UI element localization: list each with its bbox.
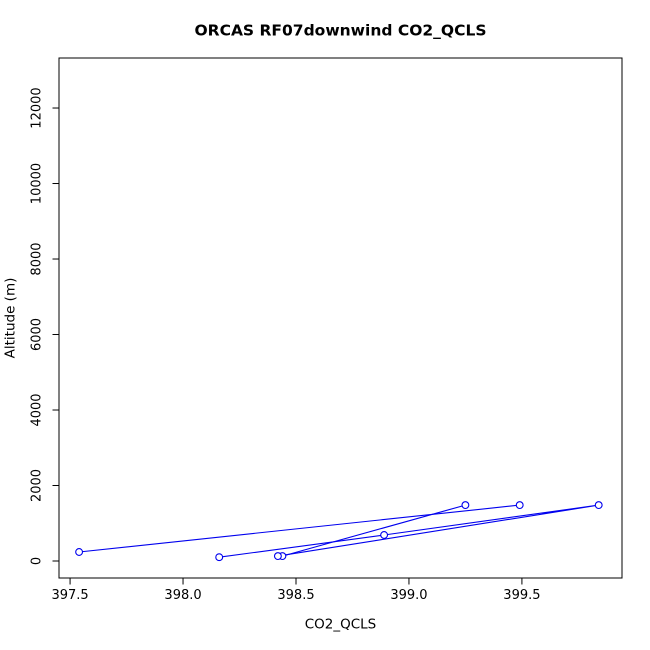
- plot-box: [58, 57, 623, 579]
- y-tick-label: 6000: [30, 318, 45, 351]
- y-tick-label: 8000: [30, 242, 45, 275]
- y-tick-label: 2000: [30, 469, 45, 502]
- x-tick-label: 397.5: [51, 588, 88, 603]
- data-series-line: [79, 504, 520, 553]
- x-tick-label: 398.0: [164, 588, 201, 603]
- data-point-marker: [515, 501, 524, 510]
- data-point-marker: [594, 501, 603, 510]
- y-axis-title: Altitude (m): [3, 278, 19, 359]
- data-series-line: [219, 504, 599, 558]
- data-point-marker: [461, 501, 470, 510]
- x-tick-label: 398.5: [277, 588, 314, 603]
- data-series-group: [75, 501, 603, 562]
- data-point-marker: [75, 548, 84, 556]
- x-tick-label: 399.0: [390, 588, 427, 603]
- x-axis-title: CO2_QCLS: [305, 617, 377, 633]
- x-tick-label: 399.5: [503, 588, 540, 603]
- data-point-marker: [380, 531, 389, 539]
- y-tick-label: 12000: [30, 87, 45, 128]
- data-series-line: [282, 504, 466, 557]
- y-tick-label: 4000: [30, 393, 45, 426]
- data-point-marker: [273, 552, 282, 561]
- y-axis: 0 2000 4000 6000 8000 10000 12000: [30, 87, 59, 565]
- data-point-marker: [215, 553, 224, 562]
- x-axis: 397.5 398.0 398.5 399.0 399.5: [51, 578, 541, 603]
- y-tick-label: 10000: [30, 163, 45, 204]
- y-tick-label: 0: [30, 557, 45, 565]
- chart-title: ORCAS RF07downwind CO2_QCLS: [194, 22, 486, 40]
